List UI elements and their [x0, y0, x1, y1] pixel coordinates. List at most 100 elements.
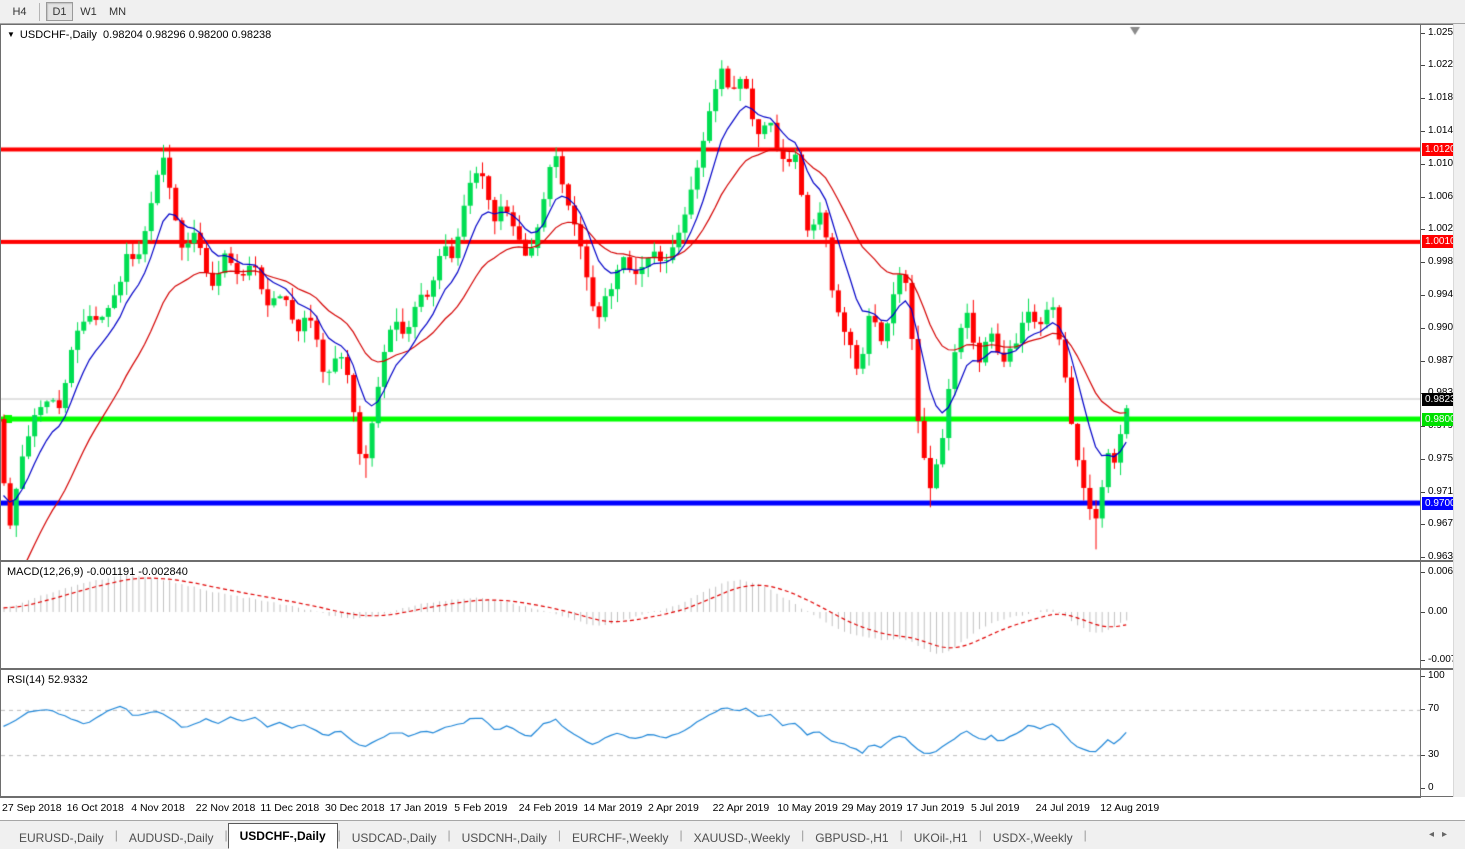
date-axis-label: 10 May 2019 [777, 802, 838, 814]
axis-tick [1421, 361, 1425, 362]
rsi-panel: RSI(14) 52.9332 [0, 669, 1421, 797]
axis-tick-label: 0.97530 [1428, 453, 1465, 464]
axis-tick-label: 0.98310 [1428, 387, 1464, 398]
date-axis-label: 30 Dec 2018 [325, 802, 385, 814]
axis-tick [1421, 328, 1425, 329]
axis-tick-label: 30 [1428, 749, 1440, 760]
axis-tick-label: 1.01030 [1428, 158, 1465, 169]
ohlc-high: 0.98296 [145, 29, 186, 41]
ohlc-low: 0.98200 [188, 29, 229, 41]
date-axis-label: 22 Apr 2019 [712, 802, 770, 814]
axis-tick-label: 1.00640 [1428, 191, 1465, 202]
axis-tick-label: 1.01810 [1428, 92, 1465, 103]
axis-tick [1421, 709, 1425, 710]
date-axis-label: 4 Nov 2018 [131, 802, 185, 814]
chart-tab-eurchf[interactable]: EURCHF-,Weekly [572, 830, 669, 845]
chart-tab-audusd[interactable]: AUDUSD-,Daily [128, 830, 214, 845]
axis-tick-label: 0.99870 [1428, 256, 1465, 267]
timeframe-button-h4[interactable]: H4 [12, 5, 27, 18]
window-edge-strip[interactable] [1453, 24, 1465, 797]
ohlc-open: 0.98204 [103, 29, 143, 41]
axis-tick-label: 0.006286 [1428, 566, 1465, 577]
axis-tick [1421, 572, 1425, 573]
date-axis-label: 5 Feb 2019 [454, 802, 508, 814]
tab-next-icon[interactable]: ▸ [1441, 829, 1455, 840]
axis-tick-label: 0.96360 [1428, 551, 1465, 562]
tab-separator: | [978, 828, 982, 842]
axis-tick [1421, 229, 1425, 230]
date-axis-label: 5 Jul 2019 [971, 802, 1020, 814]
axis-tick [1421, 755, 1425, 756]
date-axis-label: 24 Feb 2019 [518, 802, 578, 814]
main-chart-panel: ▼ USDCHF-,Daily 0.98204 0.98296 0.98200 0… [0, 24, 1421, 561]
chart-tab-xauusd[interactable]: XAUUSD-,Weekly [693, 830, 791, 845]
date-axis-label: 11 Dec 2018 [260, 802, 320, 814]
rsi-canvas[interactable] [1, 670, 1420, 796]
axis-tick [1421, 660, 1425, 661]
chart-title: ▼ USDCHF-,Daily 0.98204 0.98296 0.98200 0… [7, 29, 271, 41]
price-chart-canvas[interactable] [1, 25, 1420, 560]
date-axis-label: 14 Mar 2019 [583, 802, 643, 814]
tab-separator: | [114, 828, 118, 842]
axis-tick [1421, 557, 1425, 558]
axis-tick-label: 0.98700 [1428, 355, 1465, 366]
tab-separator: | [557, 828, 562, 842]
axis-tick-label: 0.97140 [1428, 486, 1465, 497]
axis-tick [1421, 65, 1425, 66]
macd-canvas[interactable] [1, 562, 1420, 668]
axis-tick-label: 0 [1428, 782, 1434, 793]
rsi-label: RSI(14) [7, 674, 45, 686]
axis-tick-label: 1.01420 [1428, 125, 1465, 136]
date-axis-label: 24 Jul 2019 [1035, 802, 1090, 814]
date-axis-label: 16 Oct 2018 [66, 802, 124, 814]
axis-tick [1421, 788, 1425, 789]
chart-tab-usdchf[interactable]: USDCHF-,Daily [227, 823, 338, 849]
axis-tick-label: 0.99480 [1428, 289, 1465, 300]
tab-separator: | [447, 828, 451, 842]
axis-tick-label: 1.00250 [1428, 223, 1465, 234]
timeframe-button-mn[interactable]: MN [109, 5, 127, 18]
chart-dropdown-icon[interactable]: ▼ [7, 30, 15, 39]
tab-separator: | [899, 828, 903, 842]
axis-tick [1421, 262, 1425, 263]
date-axis-label: 29 May 2019 [841, 802, 903, 814]
date-axis-label: 27 Sep 2018 [2, 802, 62, 814]
axis-tick-label: 100 [1428, 670, 1445, 681]
chart-tab-usdcnh[interactable]: USDCNH-,Daily [461, 830, 547, 845]
axis-tick [1421, 524, 1425, 525]
axis-tick-label: 1.02200 [1428, 59, 1465, 70]
toolbar-divider [39, 2, 40, 21]
date-axis-label: 2 Apr 2019 [648, 802, 699, 814]
rsi-title: RSI(14) 52.9332 [7, 674, 88, 686]
axis-tick-label: 0.96750 [1428, 518, 1465, 529]
timeframe-button-w1[interactable]: W1 [80, 5, 97, 18]
ohlc-close: 0.98238 [231, 29, 272, 41]
date-axis-label: 12 Aug 2019 [1100, 802, 1160, 814]
date-axis[interactable]: 27 Sep 2018 16 Oct 2018 4 Nov 2018 22 Nov 2… [0, 797, 1421, 819]
date-axis-label: 17 Jun 2019 [906, 802, 965, 814]
chart-tab-bar: ◂▸ EURUSD-,Daily | AUDUSD-,Daily | USDCHF-,D… [0, 820, 1465, 849]
timeframe-button-d1[interactable]: D1 [46, 2, 73, 21]
macd-panel: MACD(12,26,9) -0.001191 -0.002840 [0, 561, 1421, 669]
tab-separator: | [679, 828, 683, 842]
tab-separator: | [224, 828, 228, 842]
macd-value-main: -0.001191 [86, 566, 136, 578]
chart-tab-usdcad[interactable]: USDCAD-,Daily [351, 830, 437, 845]
macd-value-signal: -0.002840 [138, 566, 188, 578]
chart-tab-usdx[interactable]: USDX-,Weekly [992, 830, 1073, 845]
chart-tab-eurusd[interactable]: EURUSD-,Daily [19, 830, 104, 845]
tab-prev-icon[interactable]: ◂ [1428, 829, 1442, 840]
date-axis-label: 22 Nov 2018 [195, 802, 256, 814]
chart-tab-ukoil[interactable]: UKOil-,H1 [913, 830, 968, 845]
axis-tick [1421, 492, 1425, 493]
chart-tab-gbpusd[interactable]: GBPUSD-,H1 [815, 830, 889, 845]
axis-tick [1421, 33, 1425, 34]
tab-scroll-arrows[interactable]: ◂▸ [1429, 829, 1455, 840]
axis-tick [1421, 459, 1425, 460]
tab-separator: | [337, 828, 341, 842]
macd-label: MACD(12,26,9) [7, 566, 84, 578]
axis-tick-label: -0.00762 [1428, 654, 1465, 665]
rsi-value: 52.9332 [47, 674, 88, 686]
axis-tick-label: 0.99090 [1428, 322, 1465, 333]
